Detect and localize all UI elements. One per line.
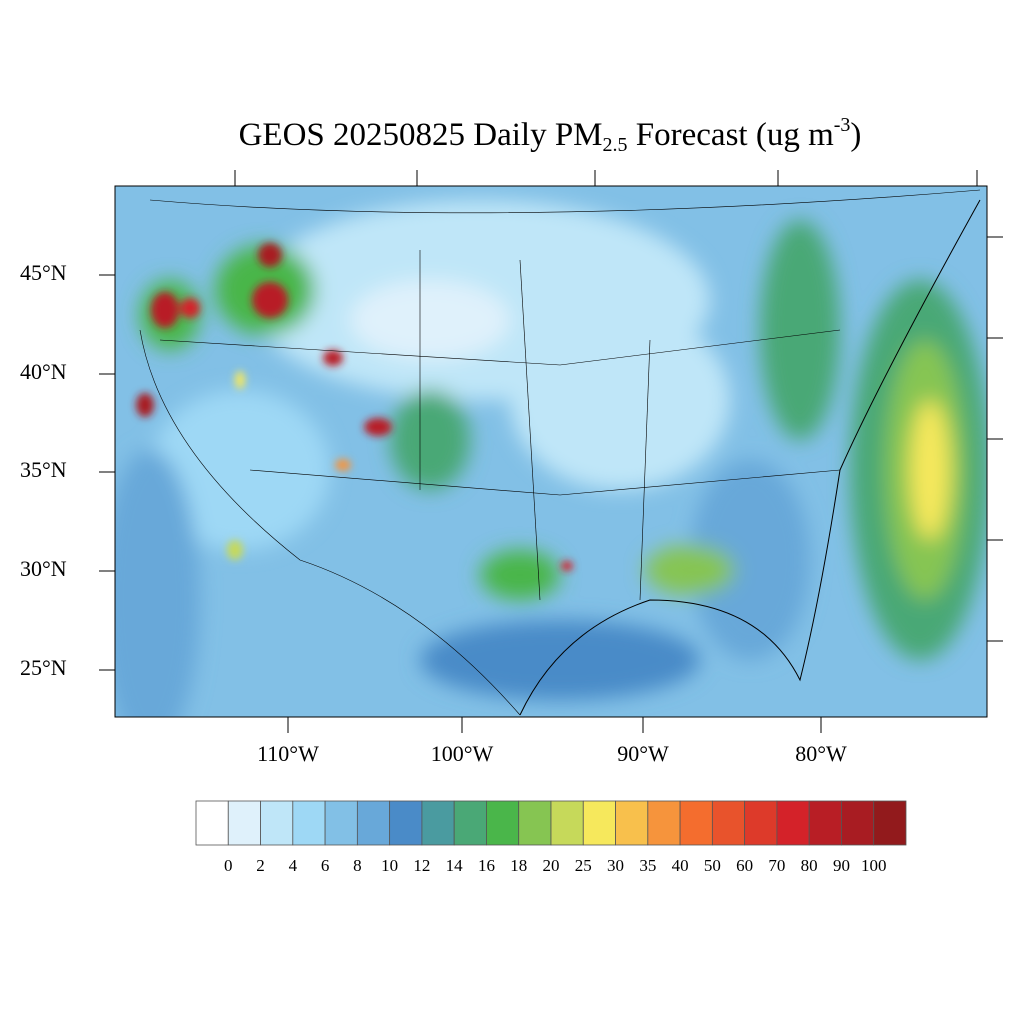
colorbar-swatch: [389, 800, 423, 846]
colorbar-label: 50: [703, 856, 721, 875]
hotspot: [364, 418, 392, 436]
colorbar-swatch: [744, 800, 778, 846]
field-alabama: [645, 545, 735, 595]
colorbar-swatch: [260, 800, 294, 846]
lon-label: 80°W: [795, 741, 847, 766]
hotspot: [335, 459, 351, 471]
colorbar-label: 16: [477, 856, 495, 875]
colorbar-label: 0: [224, 856, 233, 875]
colorbar-swatch: [421, 800, 455, 846]
title-subscript: 2.5: [602, 134, 628, 156]
colorbar-label: 18: [510, 856, 528, 875]
colorbar-label: 20: [542, 856, 560, 875]
colorbar-label: 30: [607, 856, 625, 875]
colorbar-swatch: [227, 800, 261, 846]
colorbar-label: 40: [671, 856, 689, 875]
colorbar-label: 60: [736, 856, 754, 875]
title-close: ): [850, 117, 862, 153]
colorbar-label: 8: [353, 856, 362, 875]
colorbar-swatch: [808, 800, 842, 846]
colorbar-label: 35: [639, 856, 657, 875]
lat-label: 40°N: [20, 359, 67, 384]
colorbar-swatch: [711, 800, 746, 846]
hotspot: [252, 282, 288, 318]
colorbar: [195, 800, 907, 846]
colorbar-label: 6: [320, 856, 330, 875]
colorbar-swatch: [453, 800, 487, 846]
hotspot: [151, 292, 179, 328]
lat-label: 25°N: [20, 655, 67, 680]
lon-label: 90°W: [617, 741, 669, 766]
colorbar-swatch: [873, 800, 907, 846]
lon-label: 110°W: [257, 741, 319, 766]
hotspot: [180, 298, 200, 318]
colorbar-label: 90: [832, 856, 850, 875]
colorbar-swatch: [292, 800, 326, 846]
title-main: GEOS 20250825 Daily PM: [238, 117, 603, 153]
map-frame: [114, 185, 988, 718]
colorbar-label: 14: [445, 856, 463, 875]
colorbar-label: 100: [860, 856, 887, 875]
title-units: Forecast (ug m: [627, 117, 834, 153]
colorbar-label: 2: [256, 856, 265, 875]
field-atlantic-peak: [910, 400, 950, 540]
colorbar-swatch: [518, 800, 552, 846]
colorbar-label: 80: [800, 856, 818, 875]
hotspot: [136, 393, 154, 417]
colorbar-swatch: [615, 800, 649, 846]
colorbar-swatch: [582, 800, 616, 846]
colorbar-swatch: [841, 800, 875, 846]
colorbar-label: 12: [413, 856, 431, 875]
colorbar-swatch: [679, 800, 713, 846]
field-colorado: [390, 390, 470, 490]
hotspot: [235, 371, 245, 389]
field-east-coast: [760, 220, 840, 440]
colorbar-label: 70: [768, 856, 786, 875]
map-field: [115, 186, 987, 717]
title-superscript: -3: [833, 114, 851, 136]
colorbar-swatch: [550, 800, 584, 846]
lat-label: 30°N: [20, 556, 67, 581]
field-low-midwest: [510, 310, 730, 490]
colorbar-label: 4: [288, 856, 298, 875]
hotspot: [227, 540, 243, 560]
field-texas: [480, 550, 560, 600]
hotspot: [258, 243, 282, 267]
colorbar-swatch: [647, 800, 681, 846]
lon-label: 100°W: [430, 741, 494, 766]
state-borders: [139, 189, 981, 716]
hotspot: [323, 350, 343, 366]
tick-marks: [99, 170, 1003, 733]
map-title: GEOS 20250825 Daily PM2.5 Forecast (ug m…: [0, 114, 1024, 157]
lat-label: 35°N: [20, 457, 67, 482]
field-pacific: [115, 450, 200, 717]
colorbar-label: 25: [574, 856, 592, 875]
hotspot: [561, 561, 573, 571]
colorbar-swatch: [776, 800, 810, 846]
colorbar-swatch: [195, 800, 229, 846]
colorbar-swatch: [486, 800, 520, 846]
field-lowest: [350, 280, 510, 360]
field-gulf: [420, 620, 700, 700]
field-southwest: [150, 390, 330, 550]
colorbar-label: 10: [381, 856, 399, 875]
lat-label: 45°N: [20, 260, 67, 285]
colorbar-swatch: [324, 800, 358, 846]
colorbar-swatch: [356, 800, 391, 846]
